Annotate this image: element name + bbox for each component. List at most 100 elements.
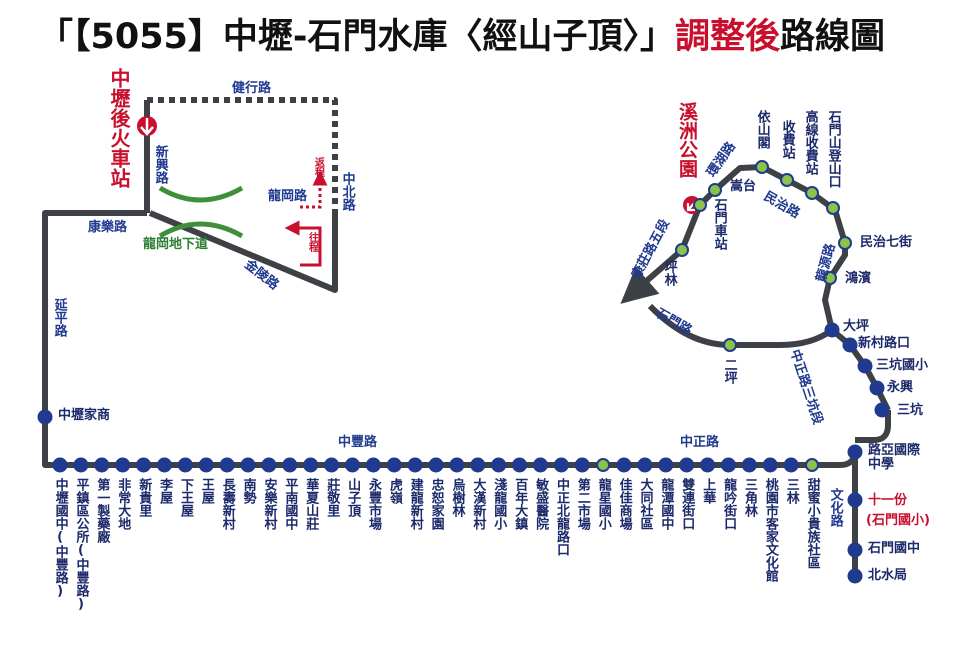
road-label: 中北路 — [339, 172, 355, 211]
stop-dot — [842, 337, 858, 353]
stop-label: 三角林 — [741, 478, 757, 517]
stop-label: 三林 — [783, 478, 799, 504]
stop-dot — [847, 492, 863, 508]
title-end: 路線圖 — [779, 17, 885, 57]
return-arrow — [300, 170, 328, 209]
stop-label: 路亞國際中學 — [868, 443, 921, 472]
stop-dot — [826, 201, 840, 215]
stop-dot — [874, 402, 890, 418]
stop-dot — [156, 457, 172, 473]
stop-dot — [679, 457, 695, 473]
stop-label: 下王屋 — [177, 478, 193, 517]
stop-label: 平鎮區公所(中豐路) — [73, 478, 89, 612]
stop-label: 新村路口 — [858, 336, 911, 351]
stop-label: 龍吟街口 — [721, 478, 737, 530]
stop-dot — [847, 444, 863, 460]
stop-dot — [52, 457, 68, 473]
stop-dot — [407, 457, 423, 473]
stop-dot — [37, 409, 53, 425]
stop-label: 王屋 — [198, 478, 214, 504]
stop-dot — [324, 457, 340, 473]
stop-dot — [512, 457, 528, 473]
stop-dot — [755, 160, 769, 174]
title-highlight: 調整後 — [674, 17, 780, 57]
stop-label: 龍潭國中 — [658, 478, 674, 530]
stop-label: 二坪 — [721, 358, 737, 384]
stop-label: 敏盛醫院 — [533, 478, 549, 530]
tunnel — [158, 221, 244, 239]
stop-dot — [115, 457, 131, 473]
stop-label: 龍星國小 — [595, 478, 611, 530]
stop-label: 永興 — [887, 380, 914, 395]
stop-dot — [741, 457, 757, 473]
stop-label: 十一份 — [868, 493, 908, 508]
stop-label: 嵩台 — [730, 179, 757, 194]
stop-label: 坪林 — [661, 260, 677, 286]
stop-label: (石門國小) — [866, 513, 930, 528]
stop-label: 中壢國中(中豐路) — [52, 478, 68, 599]
stop-label: 依山閣 — [754, 110, 770, 149]
stop-dot — [574, 457, 590, 473]
connector — [855, 410, 891, 443]
road-label: 龍岡路 — [268, 189, 308, 204]
stop-dot — [637, 457, 653, 473]
stop-dot — [94, 457, 110, 473]
stop-label: 中正北龍路口 — [553, 478, 569, 556]
stop-label: 三坑國小 — [876, 358, 929, 373]
stop-label: 非常大地 — [115, 478, 131, 530]
outbound-arrow — [284, 220, 322, 267]
stop-dot — [838, 236, 852, 250]
stop-label: 華夏山莊 — [303, 478, 319, 530]
stop-label: 收費站 — [779, 120, 795, 159]
stop-dot — [344, 457, 360, 473]
stop-dot — [708, 183, 722, 197]
loop-terminal-label: 溪洲公園 — [675, 102, 698, 178]
direction-label: 往程 — [306, 232, 318, 252]
stop-label: 石門山登山口 — [825, 110, 841, 188]
stop-dot — [470, 457, 486, 473]
stop-dot — [73, 457, 89, 473]
tunnel — [158, 185, 244, 203]
stop-label: 上華 — [700, 478, 716, 504]
stop-label: 長壽新村 — [219, 478, 235, 530]
stop-label: 三坑 — [897, 403, 924, 418]
stop-label: 北水局 — [868, 568, 908, 583]
stop-label: 忠恕家園 — [428, 478, 444, 530]
stop-label: 淺龍國小 — [491, 478, 507, 530]
stop-dot — [240, 457, 256, 473]
stop-dot — [553, 457, 569, 473]
stop-dot — [847, 568, 863, 584]
stop-label: 桃園市客家文化館 — [762, 478, 778, 582]
stop-label: 新貴里 — [136, 478, 152, 517]
stop-dot — [823, 271, 837, 285]
road-label: 中豐路 — [338, 435, 378, 450]
terminal-arrow — [140, 118, 154, 136]
stop-dot — [805, 458, 819, 472]
stop-label: 平南國中 — [282, 478, 298, 530]
stop-label: 中壢家商 — [58, 408, 111, 423]
title: 「【5055】中壢-石門水庫〈經山子頂〉」調整後路線圖 — [38, 8, 885, 59]
stop-label: 大同社區 — [637, 478, 653, 530]
stop-dot — [805, 186, 819, 200]
stop-label: 南勢 — [240, 478, 256, 504]
stop-dot — [491, 457, 507, 473]
road-label: 龍岡地下道 — [143, 237, 209, 252]
loop-line — [620, 164, 891, 412]
stop-dot — [720, 457, 736, 473]
stop-dot — [219, 457, 235, 473]
stop-dot — [386, 457, 402, 473]
road-label: 康樂路 — [88, 220, 128, 235]
stop-label: 鴻濱 — [845, 271, 872, 286]
road-label: 健行路 — [232, 81, 272, 96]
stop-label: 安樂新村 — [261, 478, 277, 530]
stop-dot — [616, 457, 632, 473]
stop-dot — [847, 542, 863, 558]
stop-label: 虎嶺 — [386, 478, 402, 504]
kanglo-line — [148, 210, 338, 293]
stop-label: 永豐市場 — [365, 478, 381, 530]
stop-dot — [780, 173, 794, 187]
road-label: 延平路 — [51, 298, 67, 337]
stop-dot — [596, 458, 611, 472]
stop-dot — [658, 457, 674, 473]
